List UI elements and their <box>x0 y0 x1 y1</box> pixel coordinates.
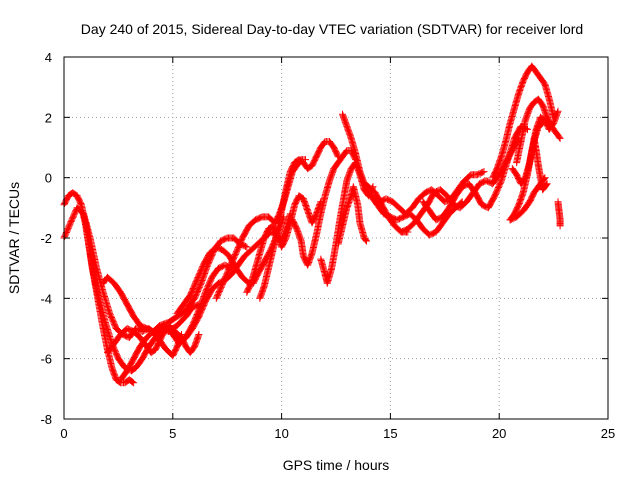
point-markers <box>489 62 558 182</box>
series-trace-22 <box>506 107 562 224</box>
x-axis-title: GPS time / hours <box>283 457 390 473</box>
x-tick-label: 5 <box>169 426 176 441</box>
series-trace-10 <box>243 192 325 296</box>
x-tick-label: 25 <box>601 426 615 441</box>
y-tick-label: 4 <box>45 50 52 65</box>
series-trace-5 <box>104 261 236 357</box>
point-markers <box>243 192 325 296</box>
point-markers <box>419 122 531 224</box>
point-markers <box>82 219 203 375</box>
x-tick-label: 15 <box>383 426 397 441</box>
x-tick-label: 20 <box>492 426 506 441</box>
point-markers <box>530 134 551 194</box>
point-markers <box>289 147 360 269</box>
y-tick-label: 0 <box>45 171 52 186</box>
chart-title: Day 240 of 2015, Sidereal Day-to-day VTE… <box>81 21 583 37</box>
y-tick-label: -2 <box>40 231 52 246</box>
series-trace-3 <box>82 219 203 375</box>
series-trace-20 <box>489 62 558 182</box>
series-trace-11 <box>256 138 342 302</box>
point-markers <box>317 159 377 287</box>
point-markers <box>554 198 564 230</box>
series-trace-12 <box>289 147 360 269</box>
y-tick-labels: -8 -6 -4 -2 0 2 4 <box>40 50 52 427</box>
data-points <box>60 62 564 387</box>
series-trace-25 <box>530 134 551 194</box>
series-trace-14 <box>334 183 370 248</box>
point-markers <box>360 186 466 239</box>
y-tick-label: -6 <box>40 352 52 367</box>
series-trace-19 <box>419 122 531 224</box>
y-tick-label: 2 <box>45 110 52 125</box>
point-markers <box>60 204 203 342</box>
series-trace-2 <box>60 204 203 342</box>
point-markers <box>104 261 236 357</box>
point-markers <box>256 138 342 302</box>
x-tick-label: 10 <box>274 426 288 441</box>
x-tick-labels: 0 5 10 15 20 25 <box>60 426 615 441</box>
point-markers <box>513 95 564 167</box>
series-trace-16 <box>360 186 466 239</box>
series-trace-13 <box>317 159 377 287</box>
y-tick-label: -4 <box>40 291 52 306</box>
point-markers <box>506 107 562 224</box>
series-trace-26 <box>554 198 564 230</box>
axis-ticks <box>63 56 609 420</box>
y-axis-title: SDTVAR / TECUs <box>6 182 22 294</box>
y-tick-label: -8 <box>40 412 52 427</box>
series-trace-21 <box>513 95 564 167</box>
x-tick-label: 0 <box>60 426 67 441</box>
point-markers <box>334 183 370 248</box>
